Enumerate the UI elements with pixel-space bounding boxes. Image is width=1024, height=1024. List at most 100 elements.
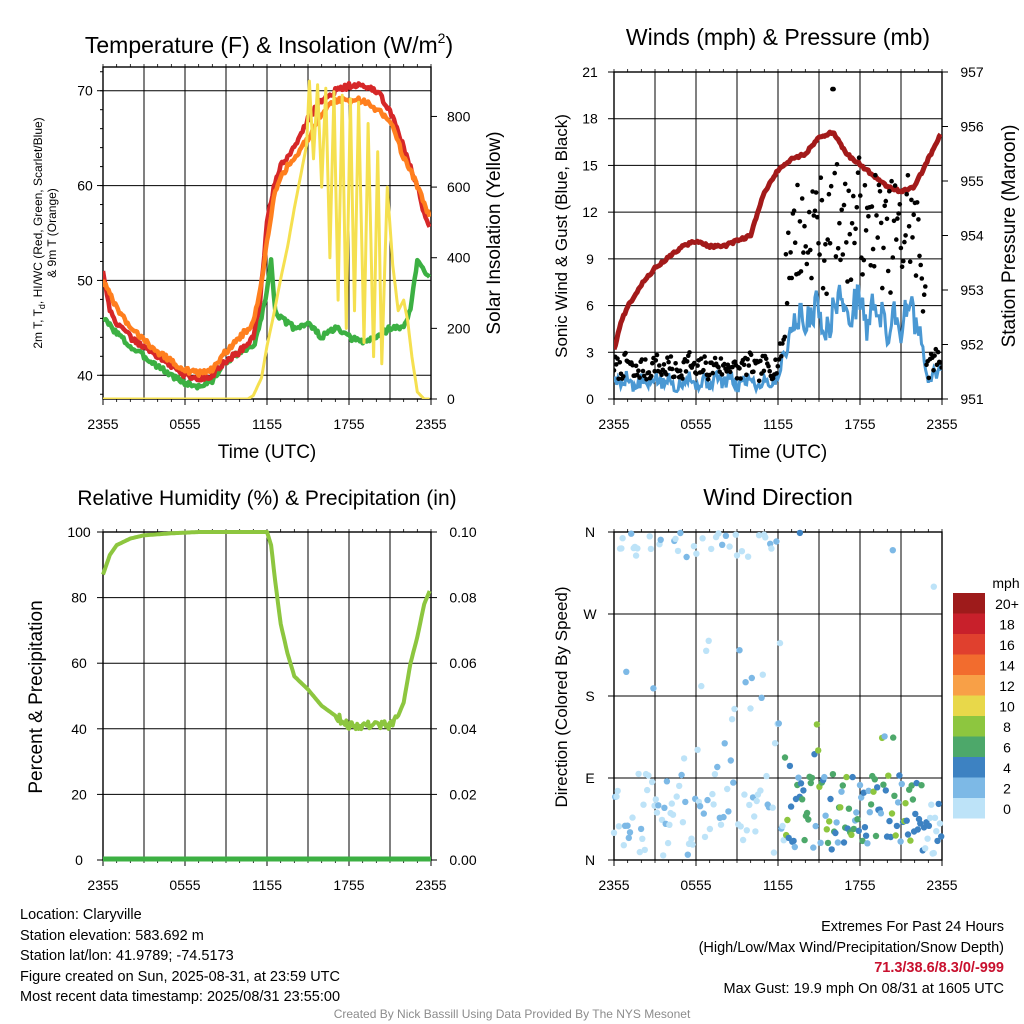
direction-point [653, 809, 661, 816]
gust-point [621, 374, 626, 379]
direction-point [657, 536, 664, 543]
gust-point [701, 367, 706, 373]
gust-point [652, 368, 657, 374]
direction-point [639, 835, 646, 842]
gust-point [846, 188, 851, 194]
direction-point [828, 846, 835, 853]
direction-point [833, 819, 840, 826]
direction-point [623, 668, 630, 675]
gust-point [924, 362, 929, 368]
direction-point [912, 810, 919, 818]
gust-point [797, 219, 803, 224]
gust-point [837, 220, 842, 226]
y2-tick-label: 954 [960, 228, 984, 244]
direction-point [635, 770, 642, 778]
direction-point [614, 787, 621, 795]
gust-point [918, 262, 923, 268]
gust-point [617, 360, 623, 365]
gust-point [698, 356, 704, 362]
y-tick-label: 12 [582, 204, 598, 220]
direction-point [708, 545, 715, 553]
direction-point [867, 801, 875, 808]
direction-point [703, 647, 710, 654]
location-text: Location: Claryville [20, 907, 142, 923]
gust-point [614, 362, 619, 367]
x-tick-label: 2355 [415, 416, 446, 432]
direction-point [770, 849, 778, 856]
gust-point [773, 357, 778, 363]
y-tick-label: 0 [586, 391, 594, 407]
gust-point [767, 368, 772, 374]
direction-point [810, 844, 817, 851]
gust-point [817, 252, 822, 257]
gust-point [844, 240, 849, 245]
gust-point [931, 368, 936, 373]
direction-point [625, 834, 632, 842]
direction-point [624, 822, 631, 829]
legend-label: 2 [1003, 781, 1011, 797]
chart-title: Temperature (F) & Insolation (W/m2) [85, 30, 453, 58]
direction-point [678, 771, 685, 779]
y-tick-label: 9 [586, 251, 594, 267]
gust-point [774, 371, 779, 376]
y2-tick-label: 400 [447, 250, 471, 266]
y-axis-label: Percent & Precipitation [26, 600, 47, 793]
gust-point [847, 231, 853, 237]
max-gust-text: Max Gust: 19.9 mph On 08/31 at 1605 UTC [723, 980, 1004, 997]
gust-point [665, 355, 670, 361]
gust-point [866, 214, 871, 219]
gust-point [702, 354, 707, 359]
series-line [103, 79, 430, 399]
gust-point [913, 273, 919, 278]
y2-tick-label: 800 [447, 108, 471, 124]
gust-point [791, 208, 797, 213]
direction-point [817, 839, 824, 846]
direction-point [786, 762, 794, 770]
direction-point [727, 757, 734, 764]
gust-point [673, 361, 678, 366]
panel-2-axes: 2355 0555 1155 1755 235503691215182195195295… [582, 64, 984, 432]
gust-point [639, 357, 645, 362]
gust-point [822, 258, 827, 263]
gust-point [827, 241, 833, 246]
direction-point [645, 772, 652, 779]
direction-point [784, 816, 791, 824]
direction-point [646, 533, 653, 540]
gust-point [921, 292, 927, 298]
legend-label: 6 [1003, 740, 1011, 756]
direction-point [926, 814, 934, 822]
credit-text: Created By Nick Bassill Using Data Provi… [333, 1007, 691, 1021]
direction-point [862, 832, 870, 839]
gust-point [786, 230, 791, 236]
direction-point [693, 550, 700, 557]
direction-point [704, 796, 711, 804]
x-tick-label: 0555 [680, 416, 711, 432]
gust-point [808, 247, 813, 253]
gust-point [824, 291, 829, 297]
panel-1-axes: 2355 0555 1155 1755 2355 40 50 60 70 0 200 400 600 80… [77, 64, 471, 432]
direction-point [909, 796, 917, 803]
gust-point [780, 341, 785, 346]
direction-point [672, 535, 679, 542]
direction-point [680, 755, 688, 762]
direction-point [856, 781, 864, 789]
gust-point [806, 209, 812, 215]
direction-point [726, 543, 733, 550]
direction-point [742, 679, 749, 686]
gust-point [659, 372, 664, 378]
gust-point [871, 264, 877, 269]
direction-point [776, 639, 784, 647]
direction-point [733, 552, 741, 559]
legend-swatch [953, 757, 985, 778]
direction-point [679, 819, 687, 826]
direction-point [930, 583, 937, 590]
y-tick-label: 100 [67, 524, 91, 540]
gust-point [719, 372, 725, 377]
gust-point [851, 193, 856, 199]
gust-point [905, 173, 911, 178]
gust-point [895, 216, 900, 221]
direction-point [854, 816, 861, 823]
direction-point [738, 548, 746, 555]
y-tick-label: 6 [586, 298, 594, 314]
